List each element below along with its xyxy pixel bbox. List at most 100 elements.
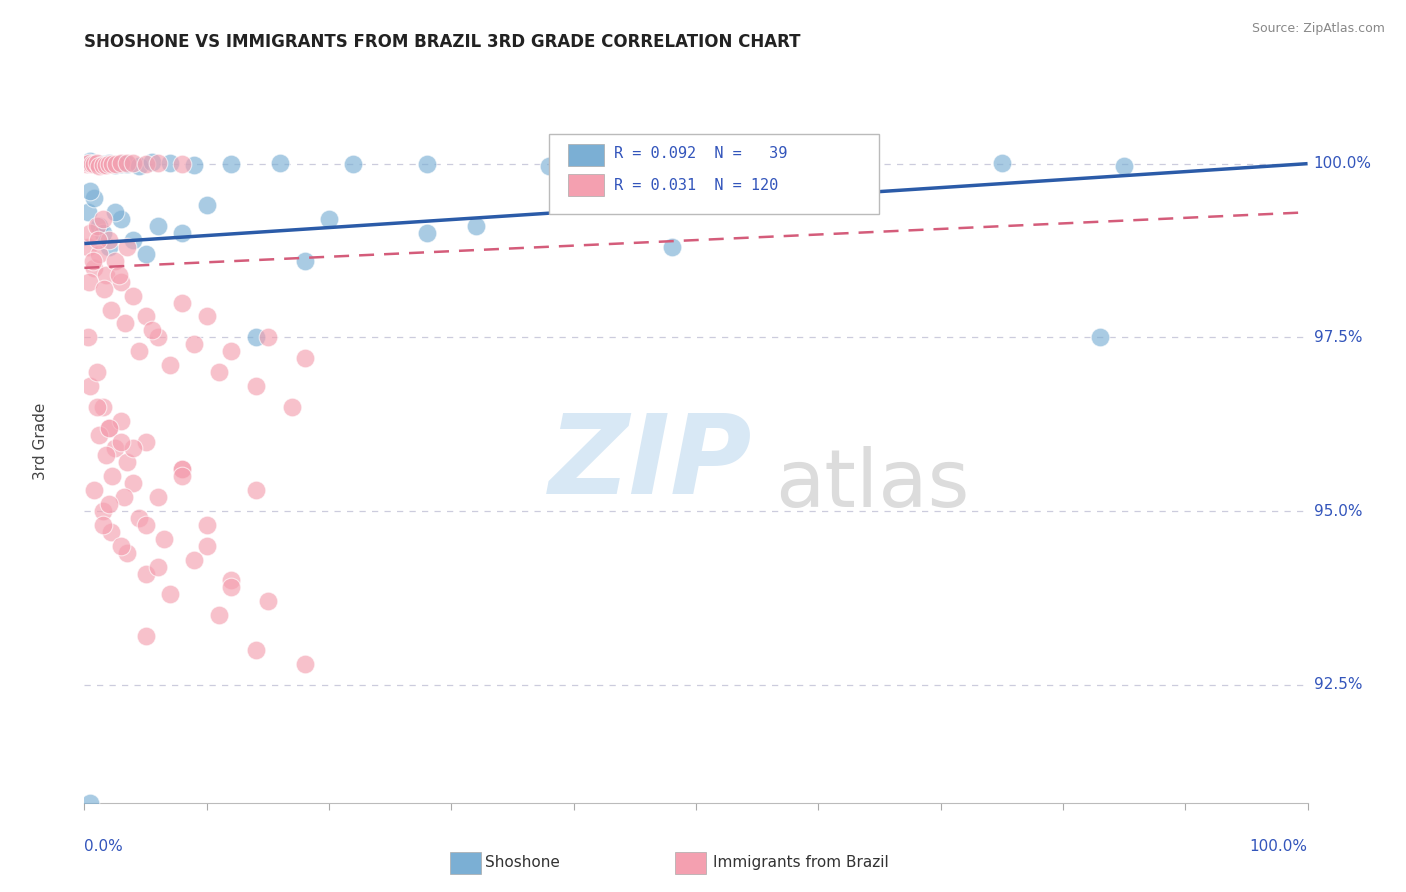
Point [91,504,114,518]
Point [79,226,101,240]
Point [159,358,181,372]
Point [115,546,138,560]
Point [83,483,105,498]
Text: 100.0%: 100.0% [1313,156,1372,171]
Text: SHOSHONE VS IMMIGRANTS FROM BRAZIL 3RD GRADE CORRELATION CHART: SHOSHONE VS IMMIGRANTS FROM BRAZIL 3RD G… [84,33,801,52]
Point [146,490,169,504]
Text: 92.5%: 92.5% [1313,677,1362,692]
Point [538,159,561,173]
Point [110,156,132,170]
Point [110,434,132,449]
Point [245,379,267,393]
Point [91,156,114,170]
Point [110,414,132,428]
Point [1088,330,1111,344]
Point [208,365,231,379]
Point [87,233,110,247]
Point [91,158,114,172]
Point [146,330,169,344]
Point [135,157,157,171]
Point [172,469,194,483]
Point [269,156,291,170]
Point [245,643,267,657]
Point [464,219,486,234]
Point [83,157,105,171]
Point [195,310,218,324]
Point [128,159,150,173]
Point [172,462,194,476]
Point [195,198,218,212]
Point [245,483,267,498]
Point [416,157,439,171]
Point [114,317,136,331]
Point [122,233,145,247]
Point [104,158,127,172]
Point [141,155,163,169]
Point [79,185,101,199]
Text: Immigrants from Brazil: Immigrants from Brazil [713,855,889,870]
Text: 3rd Grade: 3rd Grade [32,403,48,480]
Point [661,240,683,254]
Point [77,275,100,289]
Text: Shoshone: Shoshone [485,855,560,870]
Point [115,240,138,254]
Point [115,156,138,170]
Point [93,282,115,296]
Point [83,191,105,205]
Point [159,156,181,170]
Text: R = 0.031  N = 120: R = 0.031 N = 120 [614,178,779,193]
Point [128,344,150,359]
Point [159,587,181,601]
Point [135,434,157,449]
Point [219,574,242,588]
Text: ZIP: ZIP [550,409,752,516]
Point [257,594,280,608]
FancyBboxPatch shape [568,144,605,166]
Point [104,442,127,456]
Point [128,511,150,525]
Point [86,400,108,414]
Point [122,442,145,456]
Point [79,379,101,393]
Point [146,219,169,234]
Point [831,156,853,170]
Point [219,157,242,171]
Point [91,226,114,240]
Point [219,344,242,359]
Point [172,462,194,476]
Point [416,226,439,240]
Point [135,566,157,581]
Point [97,233,120,247]
Text: 97.5%: 97.5% [1313,330,1362,345]
Point [91,212,114,227]
Text: 95.0%: 95.0% [1313,503,1362,518]
Point [87,159,110,173]
Point [77,240,100,254]
Text: atlas: atlas [776,446,970,524]
Point [135,310,157,324]
Point [83,260,105,275]
Point [183,157,205,171]
Point [318,212,340,227]
Point [105,157,128,171]
Point [77,205,100,219]
Point [172,157,194,171]
Point [76,157,98,171]
Point [208,608,231,623]
Point [110,212,132,227]
Point [183,337,205,351]
Point [97,156,120,170]
Point [97,420,120,434]
Point [195,517,218,532]
Point [79,154,101,169]
Point [135,247,157,261]
Point [80,157,103,171]
Point [86,156,108,170]
Point [172,226,194,240]
Text: 100.0%: 100.0% [1250,838,1308,854]
Point [107,268,129,282]
Point [219,581,242,595]
Point [110,275,132,289]
Point [122,156,145,170]
Point [294,351,316,366]
